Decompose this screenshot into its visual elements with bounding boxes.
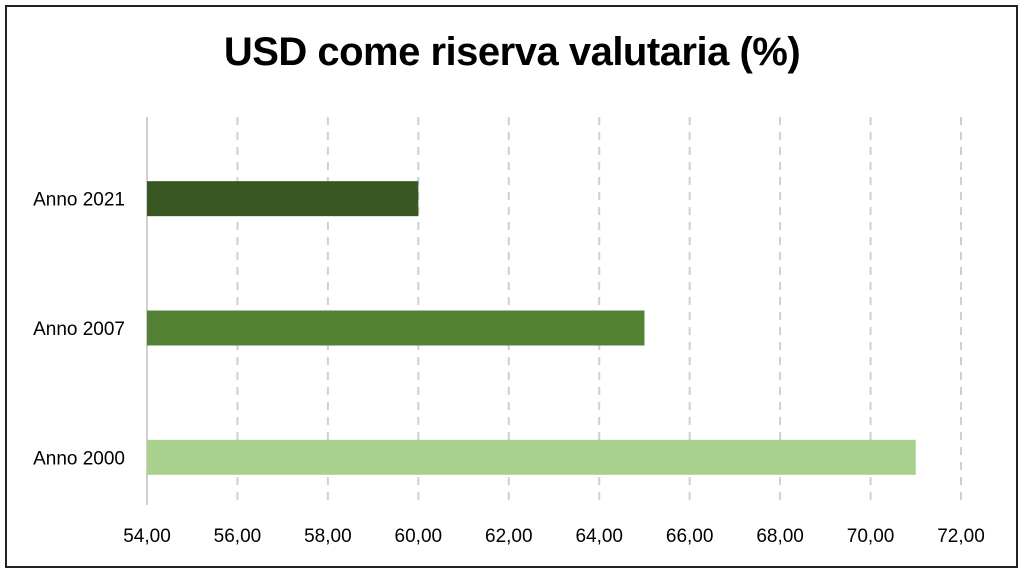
x-tick-label: 60,00 (395, 526, 443, 547)
category-label: Anno 2021 (33, 190, 125, 211)
x-tick-label: 70,00 (847, 526, 895, 547)
bar (147, 310, 645, 346)
x-tick-label: 66,00 (666, 526, 714, 547)
x-tick-label: 56,00 (214, 526, 262, 547)
x-tick-label: 54,00 (123, 526, 171, 547)
bar (147, 181, 419, 217)
x-tick-label: 72,00 (937, 526, 985, 547)
chart-title: USD come riserva valutaria (%) (223, 30, 801, 74)
x-tick-label: 64,00 (575, 526, 623, 547)
x-tick-label: 62,00 (485, 526, 533, 547)
x-tick-label: 68,00 (756, 526, 804, 547)
category-label: Anno 2000 (33, 448, 125, 469)
category-label: Anno 2007 (33, 319, 125, 340)
x-tick-label: 58,00 (304, 526, 352, 547)
bar (147, 439, 916, 475)
